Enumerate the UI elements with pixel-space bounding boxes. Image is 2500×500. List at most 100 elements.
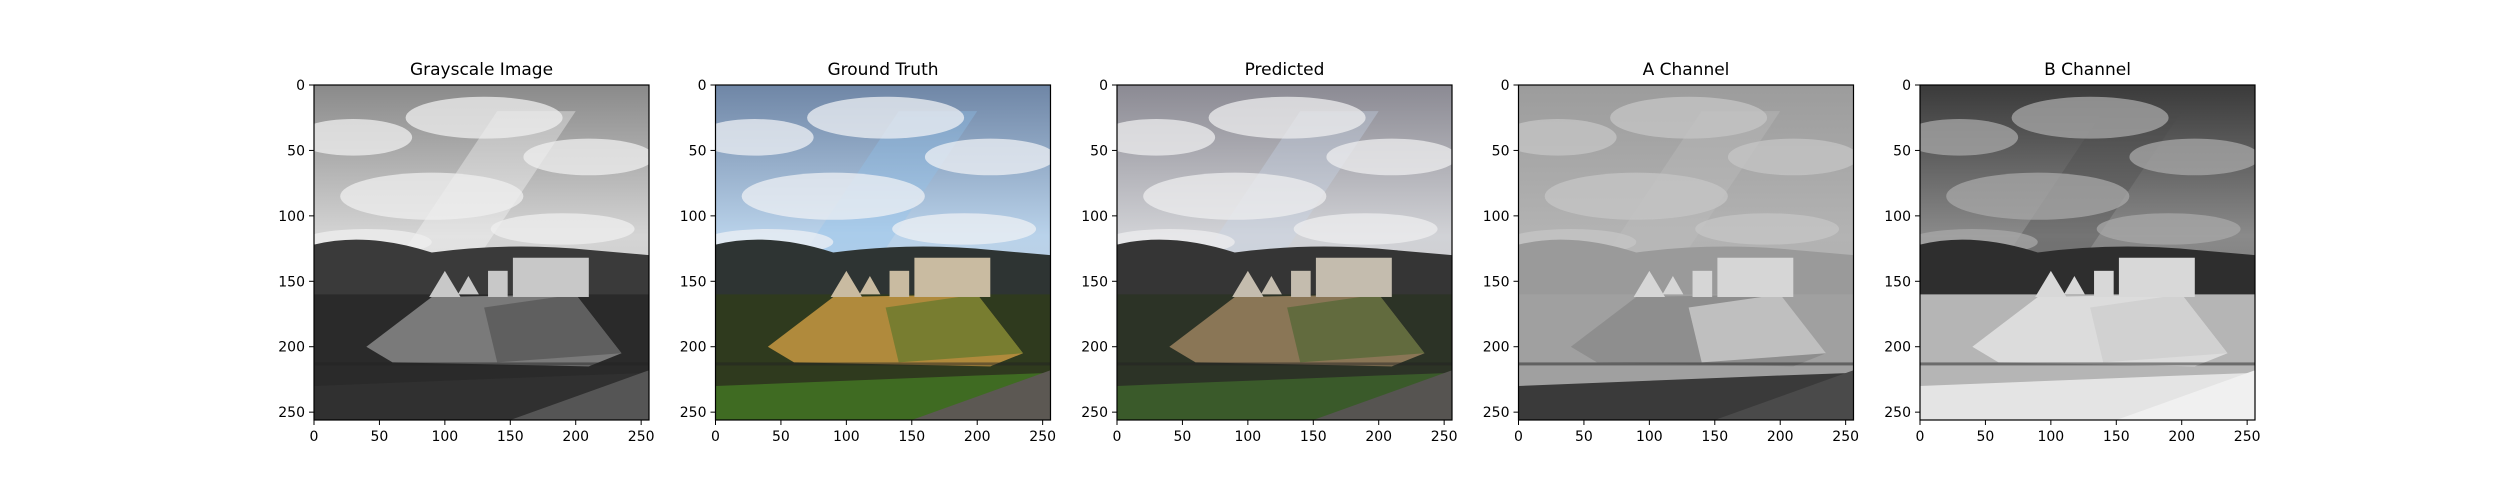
cloud [715,119,814,156]
y-tick-label: 200 [680,340,707,356]
panel-5: B Channel 0 50 100 150 200 250 0 50 100 150 200 250 [1884,60,2260,445]
road [911,370,1051,420]
fence [1117,362,1452,366]
x-tick-label: 150 [1300,429,1327,445]
mound-right [2090,294,2228,363]
y-tick-label: 200 [1483,340,1510,356]
axes-frame [313,84,650,421]
x-tick-label: 0 [1514,429,1523,445]
y-tick-label: 50 [287,143,305,159]
castle-keep [1315,257,1392,297]
y-tick-label: 150 [1884,274,1911,290]
cloud [2096,213,2241,245]
y-tick-label: 0 [1099,78,1108,94]
y-tick-label: 150 [680,274,707,290]
y-tick-label: 100 [1884,209,1911,225]
castle-gable [429,270,461,297]
cloud [1695,213,1840,245]
castle-gable [859,276,881,295]
cloud [1518,119,1617,156]
cloud [340,172,524,220]
mound-right [1688,294,1827,363]
x-tick-label: 200 [562,429,589,445]
cloud [924,138,1051,176]
road [510,370,649,420]
y-tick-label: 50 [1090,143,1108,159]
y-tick-label: 100 [680,209,707,225]
y-tick-label: 0 [296,78,305,94]
panel-image [1920,85,2255,420]
castle-gable [1662,276,1684,295]
x-tick-label: 0 [310,429,319,445]
y-tick-label: 100 [1081,209,1108,225]
y-tick-label: 0 [698,78,707,94]
castle-keep [1717,257,1794,297]
cloud [1293,213,1438,245]
panel-title: B Channel [2044,60,2131,80]
x-tick-label: 0 [1916,429,1925,445]
fence [1920,362,2255,366]
y-tick-label: 0 [1501,78,1510,94]
castle-tower [2094,270,2114,297]
x-tick-label: 150 [497,429,524,445]
x-tick-label: 250 [628,429,655,445]
castle-gable [830,270,863,297]
axes-frame [1116,84,1453,421]
castle-tower [488,270,508,297]
x-tick-label: 50 [1977,429,1995,445]
panel-title: A Channel [1643,60,1730,80]
cloud [892,213,1037,245]
y-tick-label: 200 [278,340,305,356]
cloud [490,213,635,245]
axes-frame [1919,84,2256,421]
x-tick-label: 50 [371,429,389,445]
panel-title: Ground Truth [827,60,938,80]
castle-gable [1260,276,1282,295]
x-tick-label: 100 [1636,429,1663,445]
cloud [1610,96,1768,139]
axes-frame [714,84,1052,421]
y-tick-label: 100 [278,209,305,225]
castle-tower [1291,270,1311,297]
cloud [1117,119,1216,156]
cloud [1920,119,2019,156]
y-tick-label: 50 [1492,143,1510,159]
y-tick-label: 250 [1884,405,1911,421]
cloud [314,119,413,156]
cloud [1326,138,1452,176]
y-tick-label: 50 [689,143,707,159]
mound-right [885,294,1024,363]
castle-keep [2118,257,2195,297]
road [2116,370,2255,420]
x-tick-label: 50 [1575,429,1593,445]
mound-right [484,294,622,363]
x-tick-label: 200 [1365,429,1392,445]
x-tick-label: 100 [431,429,458,445]
axes-frame [1517,84,1855,421]
x-tick-label: 200 [964,429,991,445]
castle-gable [2063,276,2085,295]
panel-image [314,85,649,420]
y-tick-label: 250 [1081,405,1108,421]
x-tick-label: 200 [1767,429,1794,445]
castle-keep [512,257,589,297]
cloud [1208,96,1366,139]
road [1313,370,1452,420]
cloud [741,172,925,220]
cloud [2129,138,2255,176]
x-tick-label: 200 [2168,429,2195,445]
cloud [2011,96,2169,139]
cloud [523,138,649,176]
castle-gable [457,276,479,295]
castle-gable [1232,270,1264,297]
y-tick-label: 250 [680,405,707,421]
cloud [1544,172,1728,220]
x-tick-label: 250 [1029,429,1056,445]
y-tick-label: 150 [1483,274,1510,290]
x-tick-label: 0 [1113,429,1122,445]
x-tick-label: 150 [2103,429,2130,445]
y-tick-label: 150 [278,274,305,290]
cloud [1143,172,1327,220]
